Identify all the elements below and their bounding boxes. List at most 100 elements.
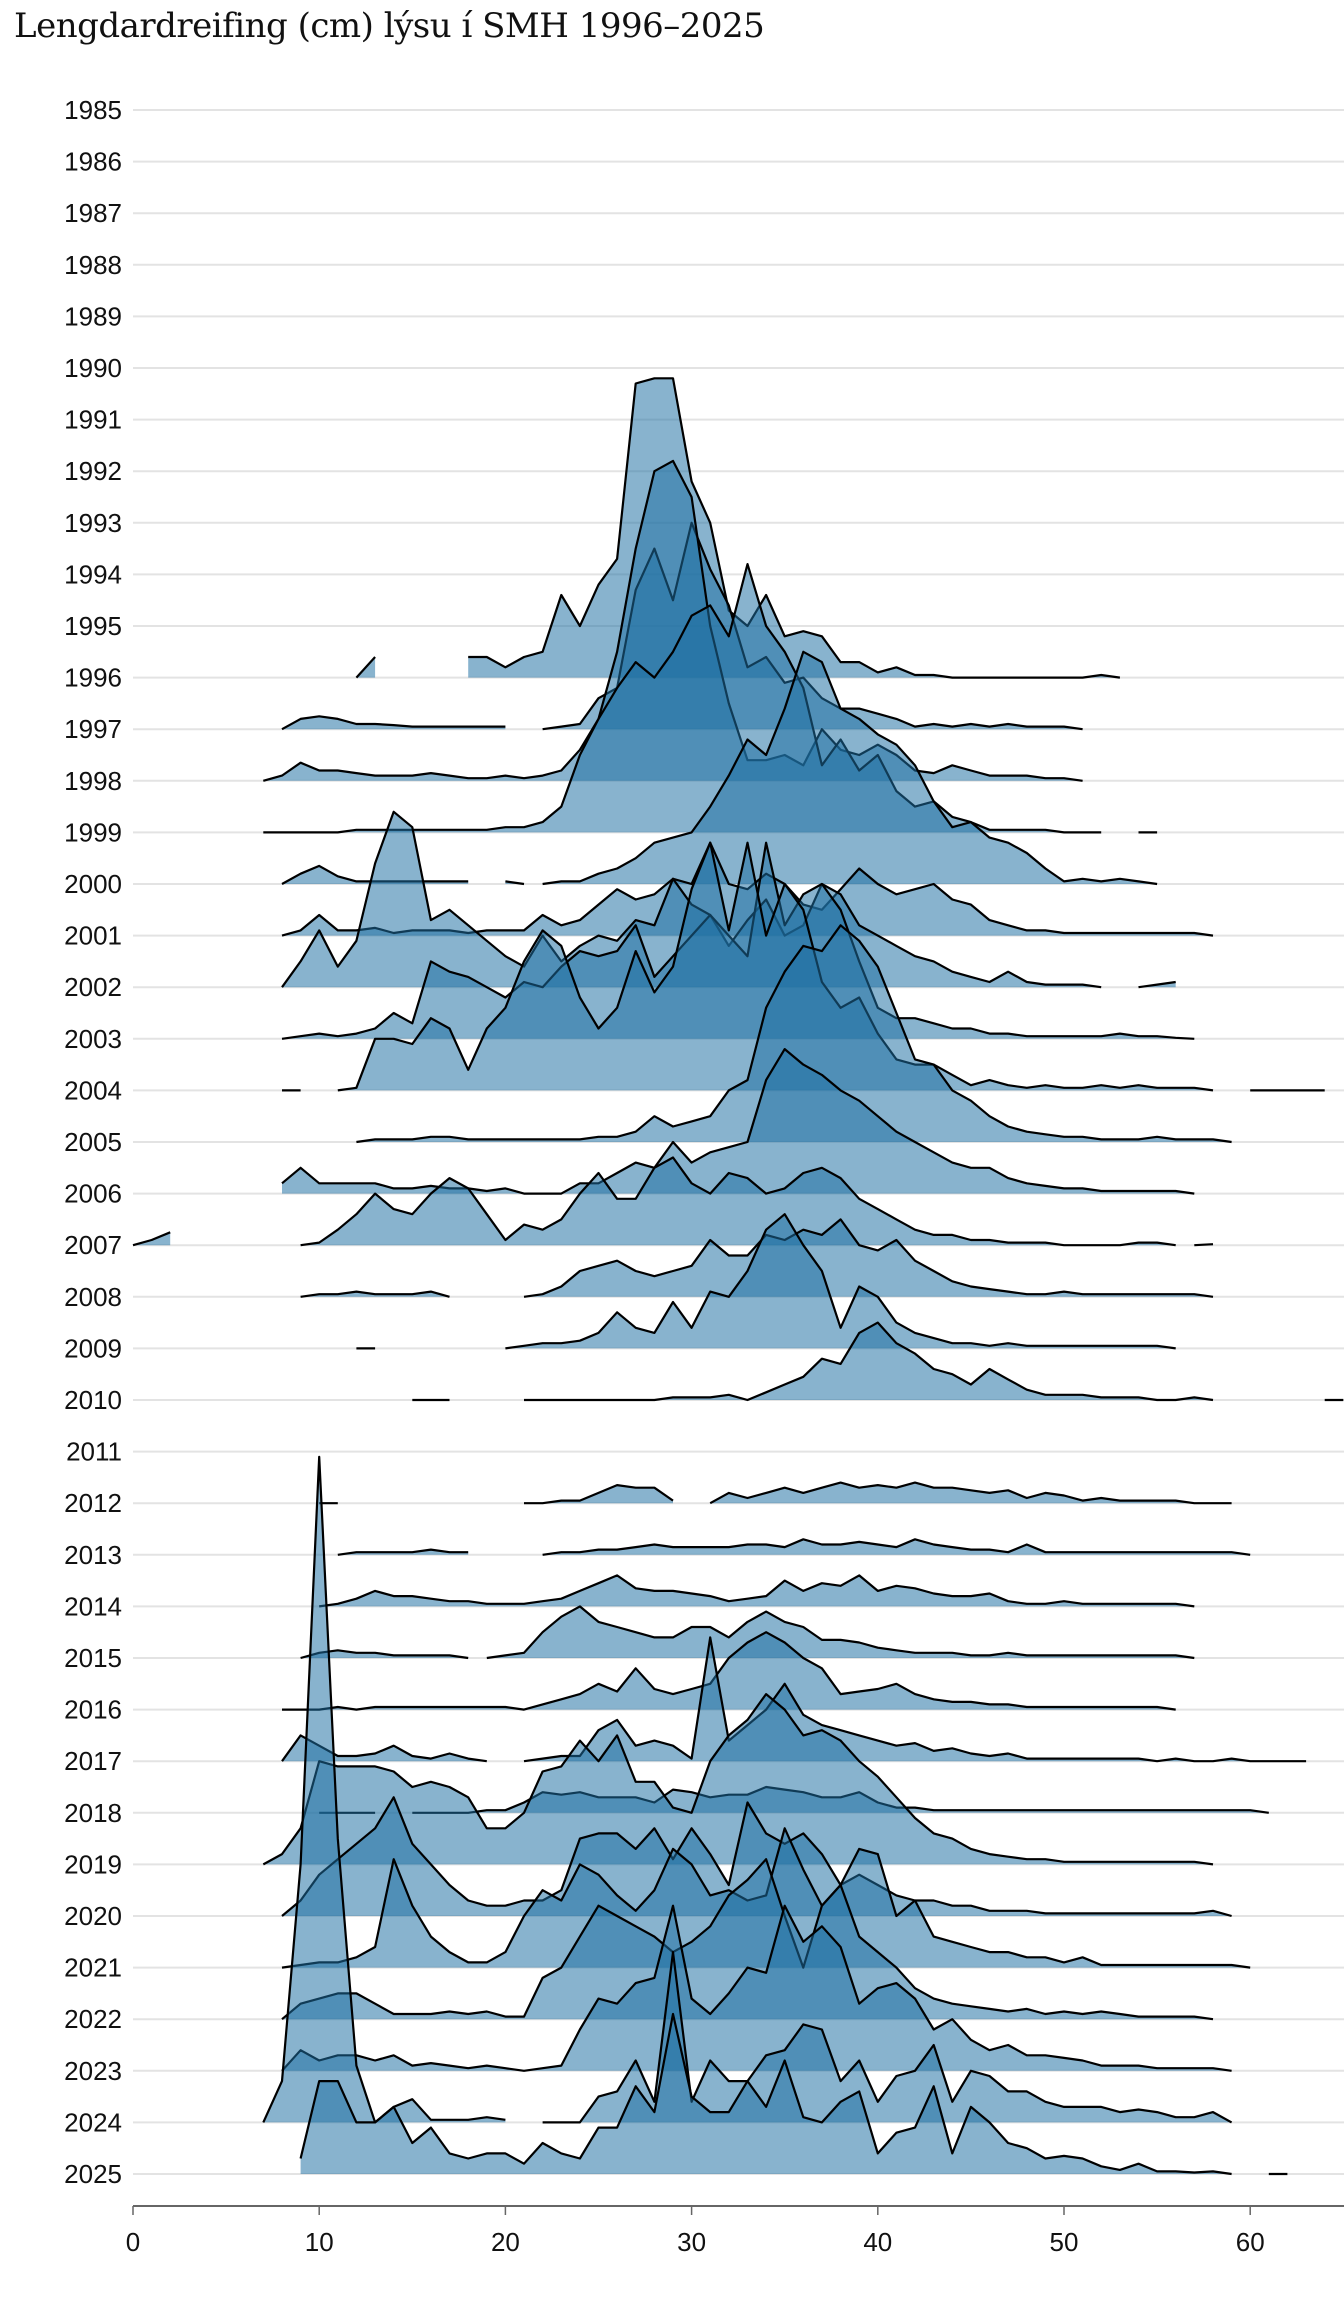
ridge-line-2010 [524, 1321, 1214, 1402]
ridge-line-1996 [355, 656, 376, 679]
ridge-line-2023 [281, 1904, 1232, 2072]
ridge-area-2023 [282, 1905, 1232, 2071]
ridge-area-2010 [524, 1322, 1213, 1400]
ridge-area-2016 [282, 1632, 1176, 1710]
ridge-2006 [281, 1048, 1195, 1195]
ridge-line-1997 [281, 715, 506, 731]
y-tick-label: 2025 [64, 2159, 122, 2189]
ridge-area-1999 [263, 564, 1102, 833]
ridge-area-2022 [282, 1859, 1213, 2020]
y-tick-label: 1992 [64, 456, 122, 486]
ridge-2005 [356, 924, 1232, 1144]
ridge-line-2022 [281, 1858, 1214, 2021]
y-tick-label: 2021 [64, 1953, 122, 1983]
ridge-area-2006 [282, 1049, 1195, 1194]
ridge-2013 [337, 1538, 1251, 1556]
y-tick-label: 1990 [64, 353, 122, 383]
y-tick-label: 1988 [64, 250, 122, 280]
ridge-line-2002 [1138, 980, 1176, 989]
y-tick-label: 2004 [64, 1075, 122, 1105]
ridge-2000 [281, 650, 1158, 886]
y-tick-label: 1989 [64, 301, 122, 331]
ridge-2004 [282, 841, 1325, 1092]
y-tick-label: 2001 [64, 921, 122, 951]
ridge-area-2000 [282, 865, 469, 884]
chart-title: Lengdardreifing (cm) lýsu í SMH 1996–202… [14, 6, 765, 46]
y-tick-label: 1998 [64, 766, 122, 796]
ridge-line-2000 [505, 880, 525, 886]
ridge-area-2008 [524, 1219, 1213, 1297]
ridge-line-2007 [132, 1231, 171, 1247]
ridge-line-2008 [300, 1290, 450, 1298]
ridge-line-2007 [300, 1156, 1176, 1247]
y-tick-label: 2000 [64, 869, 122, 899]
ridge-2019 [262, 1693, 1214, 1866]
x-tick-label: 40 [863, 2227, 892, 2257]
ridge-2022 [281, 1858, 1214, 2021]
ridge-area-2013 [542, 1539, 1251, 1555]
y-tick-label: 2014 [64, 1591, 122, 1621]
x-tick-label: 30 [677, 2227, 706, 2257]
y-tick-label: 2024 [64, 2107, 122, 2137]
ridge-1999 [263, 563, 1158, 834]
y-tick-label: 2016 [64, 1695, 122, 1725]
ridge-line-2012 [709, 1481, 1232, 1505]
y-tick-label: 2008 [64, 1282, 122, 1312]
ridge-area-2005 [356, 925, 1232, 1142]
y-tick-label: 1997 [64, 714, 122, 744]
y-tick-label: 2009 [64, 1333, 122, 1363]
ridge-line-2005 [356, 924, 1232, 1144]
y-tick-label: 2003 [64, 1024, 122, 1054]
y-tick-label: 2023 [64, 2056, 122, 2086]
ridge-line-2015 [486, 1605, 1195, 1660]
y-tick-label: 1999 [64, 817, 122, 847]
y-tick-label: 2022 [64, 2004, 122, 2034]
ridge-line-2009 [505, 1213, 1176, 1350]
y-tick-label: 1987 [64, 198, 122, 228]
ridge-area-2014 [319, 1575, 1195, 1607]
ridge-2009 [356, 1213, 1176, 1350]
ridge-area-2000 [542, 651, 1158, 884]
y-tick-label: 2013 [64, 1540, 122, 1570]
ridge-line-2019 [262, 1693, 1214, 1866]
y-tick-label: 1993 [64, 508, 122, 538]
ridge-line-2006 [281, 1048, 1195, 1195]
ridge-line-2020 [281, 1796, 1232, 1918]
y-tick-label: 2006 [64, 1179, 122, 1209]
x-tick-label: 60 [1236, 2227, 1265, 2257]
ridge-2023 [281, 1904, 1232, 2072]
y-tick-label: 2005 [64, 1127, 122, 1157]
ridge-2020 [281, 1796, 1232, 1918]
ridges [132, 377, 1344, 2176]
ridge-2015 [300, 1605, 1195, 1660]
y-tick-label: 1994 [64, 559, 122, 589]
ridge-line-1996 [468, 377, 1121, 679]
ridge-2025 [299, 2012, 1288, 2176]
ridge-line-1998 [263, 459, 1083, 782]
ridge-line-2008 [523, 1218, 1214, 1298]
ridge-2012 [319, 1481, 1232, 1505]
y-tick-label: 1996 [64, 663, 122, 693]
ridge-2016 [282, 1631, 1176, 1711]
x-tick-label: 0 [126, 2227, 140, 2257]
ridge-line-2016 [282, 1631, 1176, 1711]
y-tick-label: 2020 [64, 1901, 122, 1931]
ridge-area-2017 [524, 1637, 1307, 1762]
y-tick-label: 2018 [64, 1798, 122, 1828]
y-tick-label: 1995 [64, 611, 122, 641]
ridge-area-2007 [133, 1232, 171, 1246]
ridge-line-2007 [1194, 1243, 1214, 1247]
ridge-area-2024 [263, 1456, 506, 2123]
ridge-line-2000 [542, 650, 1158, 886]
ridge-area-1998 [263, 460, 1083, 781]
ridge-2007 [132, 1156, 1214, 1247]
ridge-line-2013 [542, 1538, 1251, 1556]
ridge-area-2020 [282, 1797, 1232, 1916]
ridge-area-2015 [486, 1606, 1195, 1658]
ridge-line-2024 [542, 1951, 1233, 2124]
y-tick-label: 2007 [64, 1230, 122, 1260]
ridge-area-2009 [505, 1214, 1176, 1349]
ridge-area-2019 [263, 1694, 1213, 1865]
ridge-line-2025 [299, 2012, 1232, 2176]
